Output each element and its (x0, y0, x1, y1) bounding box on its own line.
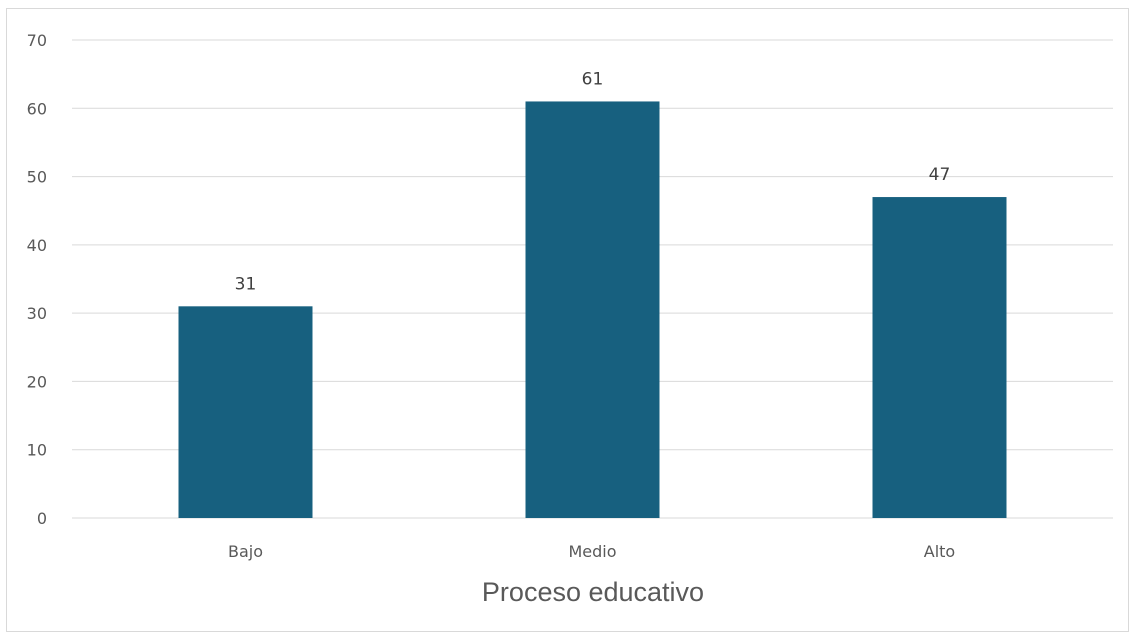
bar-alto (872, 197, 1007, 519)
y-tick-label: 40 (27, 236, 47, 255)
data-label: 47 (929, 165, 951, 185)
data-label: 61 (582, 69, 604, 89)
bar-medio (525, 101, 660, 518)
data-label: 31 (235, 274, 257, 294)
x-tick-label: Medio (568, 542, 616, 561)
bars (178, 101, 1007, 519)
y-tick-label: 60 (27, 99, 47, 118)
y-tick-label: 70 (27, 31, 47, 50)
y-tick-label: 10 (27, 441, 47, 460)
y-axis-ticks: 0 10 20 30 40 50 60 70 (27, 31, 47, 528)
x-axis-ticks: Bajo Medio Alto (228, 542, 955, 561)
data-labels: 31 61 47 (235, 69, 951, 294)
x-axis-title: Proceso educativo (482, 577, 704, 607)
y-tick-label: 50 (27, 168, 47, 187)
x-tick-label: Alto (924, 542, 955, 561)
y-tick-label: 20 (27, 372, 47, 391)
y-tick-label: 30 (27, 304, 47, 323)
y-tick-label: 0 (37, 509, 47, 528)
bar-bajo (178, 306, 313, 518)
x-tick-label: Bajo (228, 542, 263, 561)
